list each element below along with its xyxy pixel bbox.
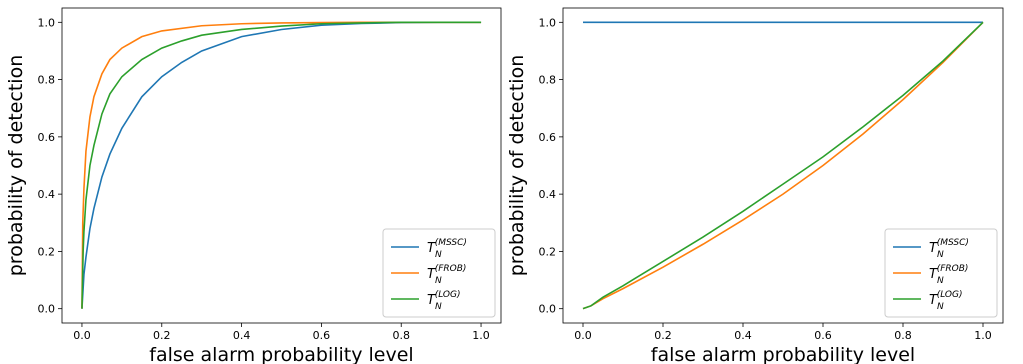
legend: TN(MSSC) TN(FROB) TN(LOG) — [382, 228, 496, 318]
y-tick-label: 0.0 — [38, 303, 56, 316]
series-line-log — [81, 21, 482, 309]
y-tick-label: 0.2 — [539, 245, 557, 258]
y-tick-label: 0.6 — [539, 131, 557, 144]
series-line-log — [582, 21, 984, 310]
chart-panel-1: 0.0 0.2 0.4 0.6 0.8 1.0 0.0 0.2 0.4 0.6 0.8 1.0 fals… — [5, 7, 502, 364]
legend-label: TN(FROB) — [929, 264, 968, 286]
y-tick-label: 0.2 — [38, 245, 56, 258]
series-line-frob — [81, 21, 482, 309]
x-axis-label: false alarm probability level — [149, 344, 413, 364]
y-tick-label: 0.6 — [38, 131, 56, 144]
y-tick-label: 0.0 — [539, 303, 557, 316]
legend-label: TN(LOG) — [929, 290, 963, 312]
x-tick-label: 1.0 — [472, 329, 490, 342]
legend: TN(MSSC) TN(FROB) TN(LOG) — [884, 228, 998, 318]
series-line-frob — [582, 21, 984, 310]
legend-label: TN(FROB) — [427, 264, 466, 286]
x-tick-label: 0.0 — [574, 329, 592, 342]
y-tick-label: 0.8 — [539, 74, 557, 87]
x-tick-label: 1.0 — [974, 329, 992, 342]
legend-box — [382, 228, 496, 318]
legend-label: TN(LOG) — [427, 290, 461, 312]
legend-label: TN(MSSC) — [929, 238, 969, 260]
y-axis-label: probability of detection — [506, 55, 528, 277]
x-tick-label: 0.8 — [392, 329, 410, 342]
y-tick-label: 0.8 — [38, 74, 56, 87]
x-tick-label: 0.2 — [153, 329, 171, 342]
x-tick-label: 0.4 — [233, 329, 251, 342]
legend-label: TN(MSSC) — [427, 238, 467, 260]
x-tick-label: 0.6 — [814, 329, 832, 342]
plot-frame — [61, 7, 502, 324]
y-tick-label: 1.0 — [539, 16, 557, 29]
y-tick-label: 1.0 — [38, 16, 56, 29]
x-tick-label: 0.2 — [654, 329, 672, 342]
y-tick-label: 0.4 — [539, 188, 557, 201]
x-tick-label: 0.6 — [313, 329, 331, 342]
x-tick-label: 0.4 — [734, 329, 752, 342]
y-axis-label: probability of detection — [5, 55, 27, 277]
plot-frame — [562, 7, 1004, 324]
legend-box — [884, 228, 998, 318]
chart-panel-2: 0.0 0.2 0.4 0.6 0.8 1.0 0.0 0.2 0.4 0.6 0.8 1.0 fals… — [506, 7, 1004, 364]
x-axis-label: false alarm probability level — [651, 344, 915, 364]
y-tick-label: 0.4 — [38, 188, 56, 201]
x-tick-label: 0.0 — [73, 329, 91, 342]
x-tick-label: 0.8 — [894, 329, 912, 342]
